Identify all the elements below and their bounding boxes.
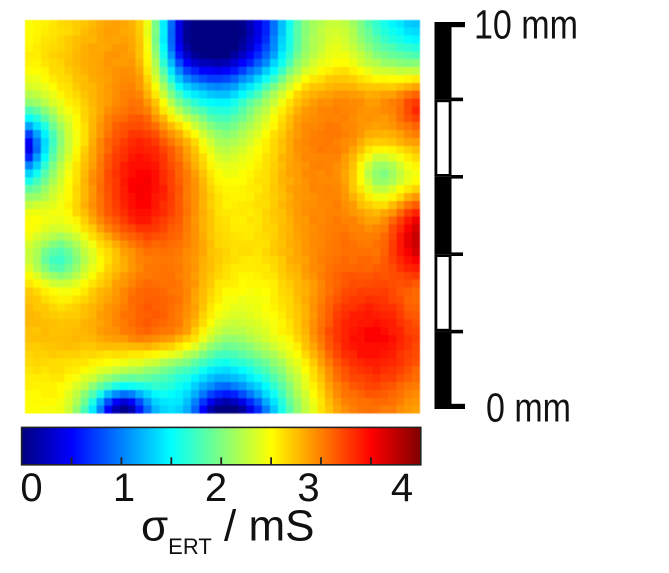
svg-text:0: 0	[20, 466, 42, 510]
svg-text:1: 1	[113, 466, 135, 510]
svg-text:10 mm: 10 mm	[474, 2, 578, 48]
svg-text:0 mm: 0 mm	[486, 385, 571, 431]
svg-text:σERT / mS: σERT / mS	[141, 502, 314, 560]
svg-text:2: 2	[205, 466, 227, 510]
svg-text:4: 4	[391, 466, 413, 510]
svg-text:3: 3	[297, 466, 319, 510]
